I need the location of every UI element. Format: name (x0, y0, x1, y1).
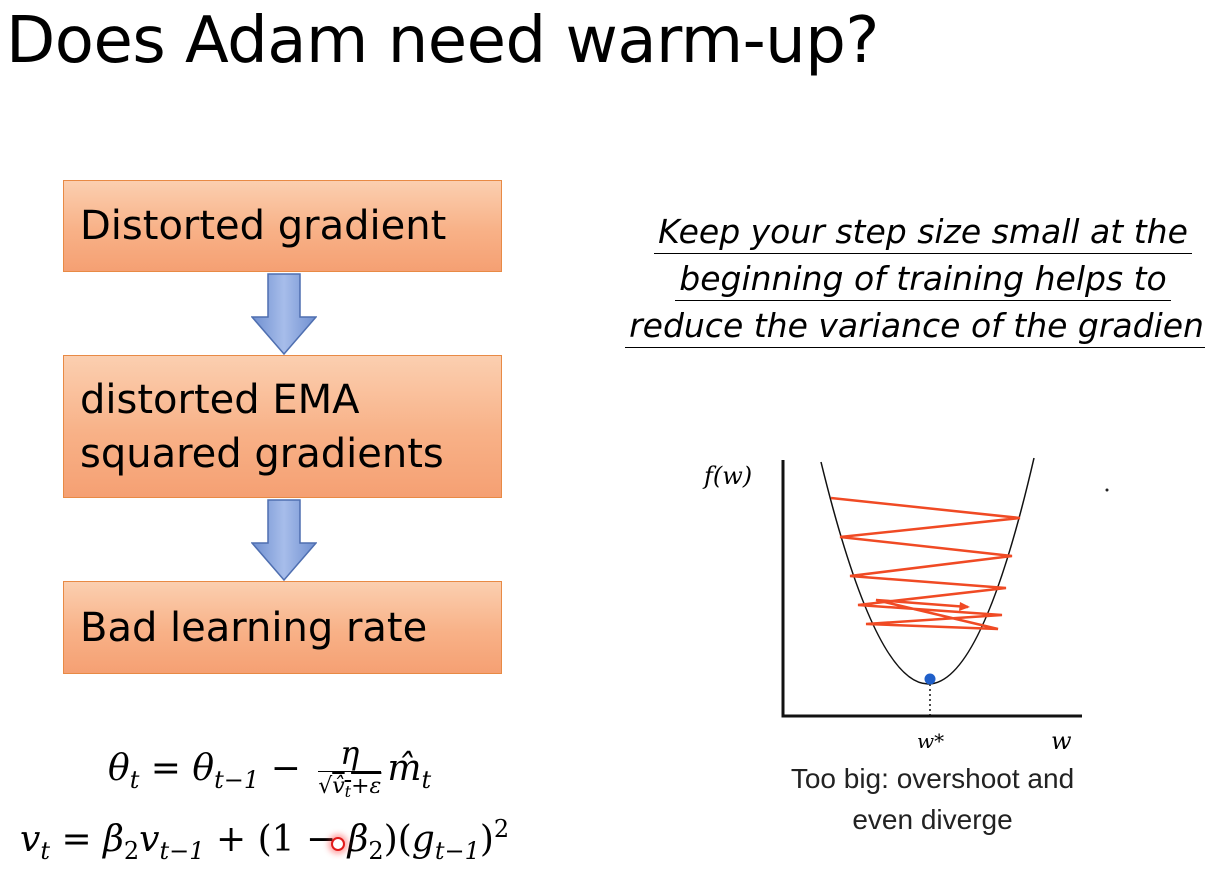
flow-box-label: squared gradients (80, 430, 444, 477)
zigzag-path (830, 496, 1021, 631)
flow-box-distorted-gradient: Distorted gradient (63, 180, 502, 272)
flow-box-label: Bad learning rate (80, 604, 428, 651)
quote-line: reduce the variance of the gradient (625, 304, 1205, 348)
figure-axes (781, 460, 1082, 718)
equation-v-update: vt = β2vt−1 + (1 − β2)(gt−1)2 (20, 815, 510, 865)
quote-line: Keep your step size small at the (654, 210, 1192, 254)
down-arrow-icon (251, 273, 317, 355)
figure-ylabel: f(w) (702, 462, 752, 490)
flow-box-distorted-ema: distorted EMA squared gradients (63, 355, 502, 498)
parabola-curve (820, 457, 1035, 685)
down-arrow-icon (251, 499, 317, 581)
slide-title: Does Adam need warm-up? (6, 4, 879, 78)
figure-caption-line: Too big: overshoot and (790, 763, 1075, 794)
figure-caption: Too big: overshoot and even diverge (740, 758, 1125, 840)
laser-pointer-icon (331, 837, 345, 851)
flow-box-label: Distorted gradient (80, 203, 447, 249)
zigzag-arrowhead-icon (959, 602, 970, 611)
flow-box-label: distorted EMA (80, 376, 360, 423)
quote-text: Keep your step size small at the beginni… (603, 208, 1205, 349)
figure-xlabel: w (1051, 727, 1072, 755)
optimum-label: w* (917, 729, 944, 753)
optimum-point (924, 673, 936, 685)
quote-line: beginning of training helps to (675, 257, 1171, 301)
flow-box-bad-learning-rate: Bad learning rate (63, 581, 502, 674)
figure-caption-line: even diverge (852, 804, 1013, 835)
overshoot-figure: f(w) w* w (702, 457, 1109, 755)
stray-dot (1105, 488, 1109, 492)
equation-theta-update: θt = θt−1 − η √v̂t+ε m̂t (108, 734, 432, 801)
